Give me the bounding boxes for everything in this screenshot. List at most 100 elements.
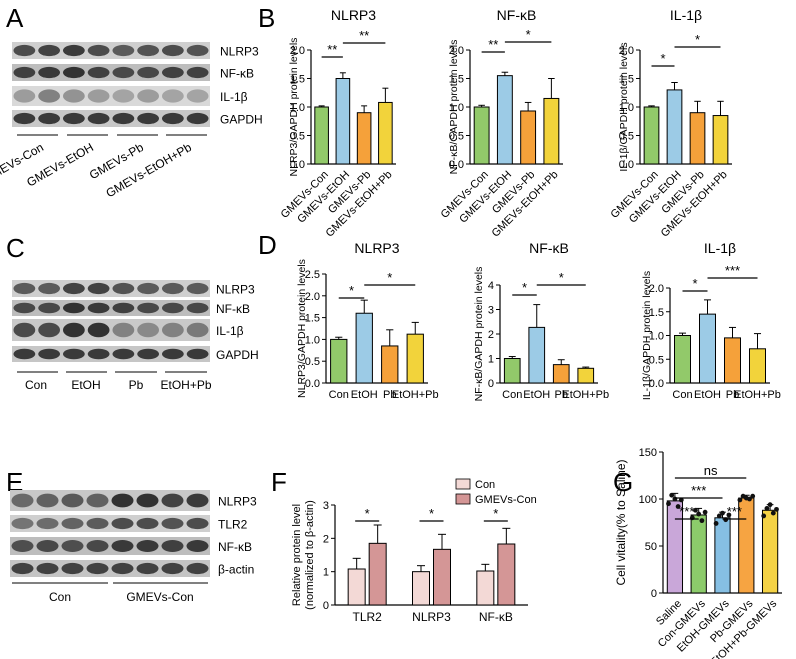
chart-title: NLRP3: [354, 240, 399, 256]
blot-band: [112, 348, 135, 360]
bar: [749, 348, 766, 384]
bar: [528, 326, 546, 384]
blot-band: [11, 540, 34, 552]
data-point: [737, 497, 743, 503]
blot-strip: [12, 42, 210, 59]
blot-band: [137, 322, 160, 338]
blot-band: [186, 302, 209, 314]
y-tick-label: 150: [639, 447, 657, 459]
blot-band: [36, 517, 59, 530]
y-tick-label: 0: [323, 600, 329, 612]
blot-band: [112, 66, 135, 79]
panel-label-c: C: [6, 233, 25, 263]
blot-band: [161, 302, 184, 314]
blot-band: [62, 44, 85, 57]
x-tick-label: Pb: [726, 389, 739, 401]
blot-band: [136, 517, 159, 530]
x-tick-label: TLR2: [352, 610, 382, 624]
x-tick-label: EtOH+Pb: [562, 389, 609, 401]
blot-band: [61, 540, 84, 552]
blot-row-1: [10, 515, 210, 532]
bar: [381, 345, 399, 384]
blot-row-2: [10, 537, 210, 555]
y-tick-label: 1.5: [305, 313, 320, 325]
y-axis-label: IL-1β/GAPDH protein levels: [641, 271, 653, 400]
blot-band: [62, 322, 85, 338]
blot-band: [13, 302, 36, 314]
bar: [643, 106, 660, 165]
bar: [674, 335, 691, 384]
data-point: [720, 510, 725, 516]
x-tick-label: Pb: [555, 389, 568, 401]
significance-label: ***: [727, 504, 742, 519]
blot-band: [62, 112, 85, 125]
lane-label-c-2: Pb: [129, 378, 144, 392]
blot-band: [136, 540, 159, 552]
y-tick-label: 50: [645, 541, 657, 553]
blot-band: [186, 540, 209, 552]
y-tick-label: 0.5: [290, 131, 305, 143]
blot-band: [13, 89, 36, 103]
blot-band: [161, 540, 184, 552]
blot-strip: [12, 280, 210, 297]
blot-strip: [12, 86, 210, 106]
x-tick-label: EtOH: [694, 389, 721, 401]
blot-label-0: NLRP3: [218, 495, 257, 509]
y-tick-label: 100: [639, 494, 657, 506]
data-point: [713, 521, 719, 526]
blot-band: [87, 112, 110, 125]
blot-strip: [12, 110, 210, 127]
blot-band: [13, 44, 36, 57]
y-tick-label: 1.0: [649, 331, 664, 343]
blot-label-2: IL-1β: [220, 90, 248, 104]
panel-label-f: F: [271, 467, 287, 497]
x-tick-label: NF-κB: [479, 610, 513, 624]
blot-label-2: IL-1β: [216, 324, 244, 338]
x-tick-label: Pb: [383, 389, 396, 401]
x-tick-label: EtOH: [523, 389, 550, 401]
blot-band: [11, 517, 34, 530]
blot-band: [62, 89, 85, 103]
data-point: [702, 509, 708, 515]
lane-label-c-0: Con: [25, 378, 47, 392]
blot-band: [186, 89, 209, 103]
blot-band: [87, 348, 110, 360]
y-tick-label: 2.5: [305, 269, 320, 281]
blot-band: [186, 282, 209, 295]
y-tick-label: 2.0: [305, 291, 320, 303]
bar: [690, 514, 707, 594]
blot-band: [161, 66, 184, 79]
x-tick-label: EtOH: [351, 389, 378, 401]
legend-swatch: [455, 478, 471, 490]
blot-label-1: TLR2: [218, 518, 248, 532]
y-tick-label: 0.0: [305, 378, 320, 390]
blot-strip: [10, 560, 210, 577]
blot-row-3: [12, 110, 210, 127]
bar: [714, 517, 731, 594]
y-tick-label: 1.5: [290, 74, 305, 86]
bar: [335, 78, 351, 165]
y-tick-label: 0.5: [449, 131, 464, 143]
blot-band: [38, 348, 61, 360]
blot-band: [36, 493, 59, 508]
blot-row-3: [10, 560, 210, 577]
blot-band: [111, 540, 134, 552]
significance-label: *: [559, 270, 564, 285]
significance-label: ***: [725, 263, 740, 278]
y-axis-label: Relative protein level: [291, 504, 303, 606]
blot-row-1: [12, 300, 210, 316]
x-tick-label: Con: [502, 389, 522, 401]
bar: [347, 568, 366, 606]
data-point: [675, 504, 681, 509]
y-tick-label: 2: [323, 533, 329, 545]
legend-swatch: [455, 493, 471, 505]
data-point: [750, 493, 756, 499]
blot-band: [61, 493, 84, 508]
blot-label-1: NF-κB: [220, 67, 254, 81]
blot-band: [62, 282, 85, 295]
blot-band: [137, 66, 160, 79]
blot-band: [112, 322, 135, 338]
y-tick-label: 0: [651, 588, 657, 600]
significance-label: *: [526, 27, 531, 42]
data-point: [716, 513, 722, 519]
